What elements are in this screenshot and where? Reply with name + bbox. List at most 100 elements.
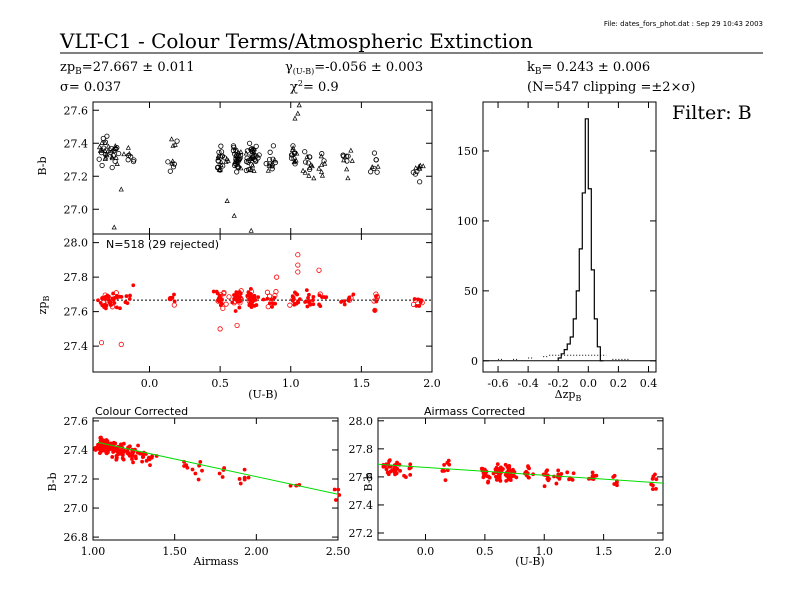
data-point (106, 450, 110, 455)
data-point (381, 464, 386, 469)
data-point (311, 302, 316, 307)
data-point (349, 157, 355, 163)
n-clip-stat: (N=547 clipping =±2×σ) (527, 80, 695, 95)
k-stat: kB= 0.243 ± 0.006 (527, 60, 650, 77)
data-point (97, 147, 103, 153)
chi-stat: χ2= 0.9 (290, 79, 339, 95)
data-point (215, 158, 221, 164)
data-point (169, 160, 175, 166)
fit-line (97, 441, 339, 495)
data-point (302, 169, 308, 175)
data-point (273, 289, 279, 295)
data-point (220, 475, 225, 479)
data-point (261, 297, 266, 302)
y-tick-label: 27.2 (64, 170, 89, 183)
x-tick-label: 1.0 (536, 545, 554, 558)
data-point (344, 158, 350, 164)
data-point (96, 298, 100, 303)
data-point (491, 471, 496, 476)
data-point (248, 146, 254, 153)
data-point (447, 462, 452, 467)
data-point (371, 150, 378, 156)
data-point (287, 302, 293, 308)
data-point (238, 481, 243, 486)
page-title: VLT-C1 - Colour Terms/Atmospheric Extinc… (59, 29, 533, 53)
data-point (651, 474, 656, 479)
data-point (345, 175, 351, 181)
data-point (120, 456, 125, 461)
data-point (200, 468, 204, 473)
data-point (291, 298, 297, 304)
panel-hist: 0 50 100 150 -0.6 -0.4 -0.2 0.0 0.2 0.4 (457, 101, 658, 390)
data-point (269, 162, 275, 169)
data-point (398, 468, 402, 473)
data-point (526, 464, 530, 469)
data-point (100, 296, 105, 301)
data-point (232, 162, 238, 169)
data-point (336, 487, 341, 492)
data-point (96, 156, 102, 162)
airmass-corrected-xlabel: (U-B) (515, 555, 544, 568)
x-tick-label: 0.4 (640, 377, 658, 390)
data-point (127, 297, 132, 301)
plot-layer: 27.6 27.4 27.2 27.0 28.0 27.8 27.6 27.4 0.0 0.5 1.… (64, 101, 672, 558)
data-point (217, 471, 222, 476)
data-point (219, 297, 224, 302)
data-point (317, 302, 321, 307)
data-point (231, 212, 237, 218)
data-point (233, 147, 239, 153)
data-point (545, 468, 550, 473)
airmass-corrected-ylabel: B-b (362, 472, 375, 491)
data-point (253, 298, 258, 302)
data-point (542, 484, 547, 489)
data-point (169, 136, 175, 142)
data-point (481, 475, 486, 480)
data-point (231, 300, 237, 306)
data-point (111, 297, 116, 302)
data-point (556, 468, 561, 473)
data-point (102, 139, 108, 145)
data-point (106, 297, 111, 302)
data-point (126, 150, 132, 156)
data-point (270, 304, 274, 309)
data-point (308, 302, 313, 307)
data-point (527, 475, 531, 480)
data-point (375, 163, 381, 169)
data-point (141, 454, 146, 459)
k-stat-value: = 0.243 ± 0.006 (542, 60, 651, 75)
plot-frame (92, 233, 433, 373)
data-point (248, 167, 254, 173)
data-point (611, 475, 616, 479)
data-point (507, 474, 512, 479)
data-point (304, 288, 309, 293)
data-point (211, 289, 216, 294)
data-point (114, 161, 120, 167)
data-point (288, 152, 295, 158)
data-point (101, 448, 106, 453)
data-point (237, 290, 242, 294)
y-tick-label: 27.8 (349, 443, 374, 456)
data-point (587, 476, 591, 481)
y-tick-label: 27.6 (64, 306, 89, 319)
airmass-corrected-title: Airmass Corrected (424, 405, 525, 418)
zp-stat: zpB=27.667 ± 0.011 (60, 60, 195, 77)
panel-zp: 28.0 27.8 27.6 27.4 0.0 0.5 1.0 1.5 2.0 (64, 233, 441, 390)
y-tick-label: 27.4 (349, 499, 374, 512)
x-tick-label: 0.0 (580, 377, 598, 390)
data-point (146, 456, 151, 461)
data-point (337, 493, 342, 497)
hist-panel-xlabel: ΔzpB (555, 388, 582, 403)
data-point (410, 301, 417, 308)
data-point (341, 157, 347, 163)
data-point (270, 156, 276, 162)
y-tick-label: 27.6 (349, 471, 374, 484)
y-tick-label: 150 (457, 145, 478, 158)
data-point (446, 458, 451, 463)
data-point (300, 167, 306, 173)
y-tick-label: 100 (457, 215, 478, 228)
data-point (234, 322, 240, 329)
x-tick-label: 1.0 (282, 377, 300, 390)
data-point (309, 163, 315, 169)
zp-panel-xlabel: (U-B) (248, 388, 277, 401)
data-point (214, 165, 221, 171)
